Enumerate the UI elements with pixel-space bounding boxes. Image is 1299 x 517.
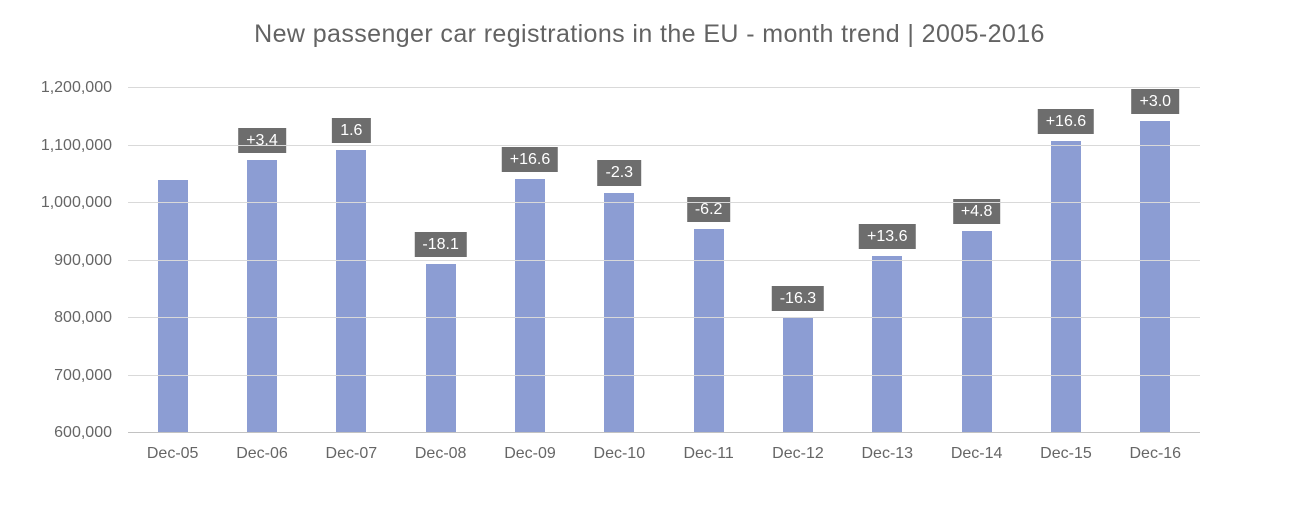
bar-data-label: +13.6	[859, 223, 916, 249]
bar-series: +3.4 1.6 -18.1 +16.6 -2.3 -6.2 -16.3 +13.6 +4.8 +…	[128, 88, 1200, 433]
y-tick-label: 1,100,000	[40, 136, 112, 154]
y-tick-label: 600,000	[54, 424, 112, 441]
bar-slot: +16.6	[1021, 88, 1110, 433]
bar-data-label: 1.6	[332, 117, 371, 144]
bar-slot: -6.2	[664, 88, 753, 433]
bar-data-label: +3.0	[1131, 89, 1180, 115]
bar	[1050, 140, 1081, 433]
y-tick-label: 800,000	[54, 309, 112, 326]
x-tick-label: Dec-14	[950, 445, 1003, 462]
x-tick-label: Dec-06	[236, 445, 288, 462]
gridline	[128, 144, 1200, 146]
bar-slot: +3.0	[1111, 88, 1200, 433]
bar-slot: 1.6	[307, 88, 396, 433]
bar	[514, 178, 545, 433]
y-tick-label: 700,000	[54, 366, 112, 384]
y-tick-label: 1,000,000	[40, 194, 112, 211]
bar	[425, 263, 456, 433]
bar-data-label: -6.2	[686, 196, 731, 222]
bar	[336, 150, 367, 433]
bar	[872, 255, 903, 433]
x-tick-label: Dec-11	[683, 445, 734, 462]
bar-data-label: -16.3	[771, 285, 825, 312]
y-tick-label: 1,200,000	[40, 79, 112, 96]
bar-data-label: +3.4	[238, 127, 286, 153]
bar-data-label: -2.3	[597, 160, 642, 186]
gridline	[128, 259, 1200, 261]
bar	[246, 159, 277, 433]
bar-slot: -18.1	[396, 88, 485, 433]
x-tick-label: Dec-13	[861, 445, 914, 462]
bar-data-label: +16.6	[1037, 108, 1095, 134]
bar-slot: +13.6	[843, 88, 932, 433]
x-tick-label: Dec-07	[325, 445, 378, 462]
bar	[604, 192, 635, 433]
chart-title: New passenger car registrations in the E…	[254, 20, 1045, 48]
bar	[1140, 121, 1171, 433]
gridline	[128, 87, 1200, 88]
plot-area: +3.4 1.6 -18.1 +16.6 -2.3 -6.2 -16.3 +13.6 +4.8 +…	[128, 87, 1200, 433]
gridline	[128, 317, 1200, 318]
bar	[693, 228, 724, 433]
bar	[782, 318, 813, 433]
bar-data-label: +16.6	[501, 146, 559, 172]
y-axis: 600,000 700,000 800,000 900,000 1,000,000 1,1…	[0, 79, 112, 441]
bar-slot: +16.6	[485, 88, 574, 433]
x-axis-line	[128, 432, 1200, 433]
x-tick-label: Dec-09	[504, 445, 556, 462]
y-tick-label: 900,000	[54, 251, 112, 269]
bar-slot: -2.3	[575, 88, 664, 433]
gridline	[128, 202, 1200, 203]
x-tick-label: Dec-16	[1129, 445, 1182, 462]
bar	[157, 180, 188, 433]
gridline	[128, 374, 1200, 376]
x-tick-label: Dec-15	[1040, 445, 1092, 462]
bar	[961, 231, 992, 433]
bar-slot	[128, 88, 217, 433]
bar-data-label: -18.1	[414, 231, 467, 257]
x-axis: Dec-05 Dec-06 Dec-07 Dec-08 Dec-09 Dec-10 Dec-…	[128, 445, 1200, 463]
bar-data-label: +4.8	[952, 199, 1001, 225]
bar-slot: +3.4	[217, 88, 306, 433]
bar-slot: +4.8	[932, 88, 1021, 433]
x-tick-label: Dec-12	[772, 445, 824, 462]
x-tick-label: Dec-10	[593, 445, 646, 462]
x-tick-label: Dec-05	[146, 445, 199, 462]
x-tick-label: Dec-08	[414, 445, 467, 462]
bar-slot: -16.3	[753, 88, 842, 433]
